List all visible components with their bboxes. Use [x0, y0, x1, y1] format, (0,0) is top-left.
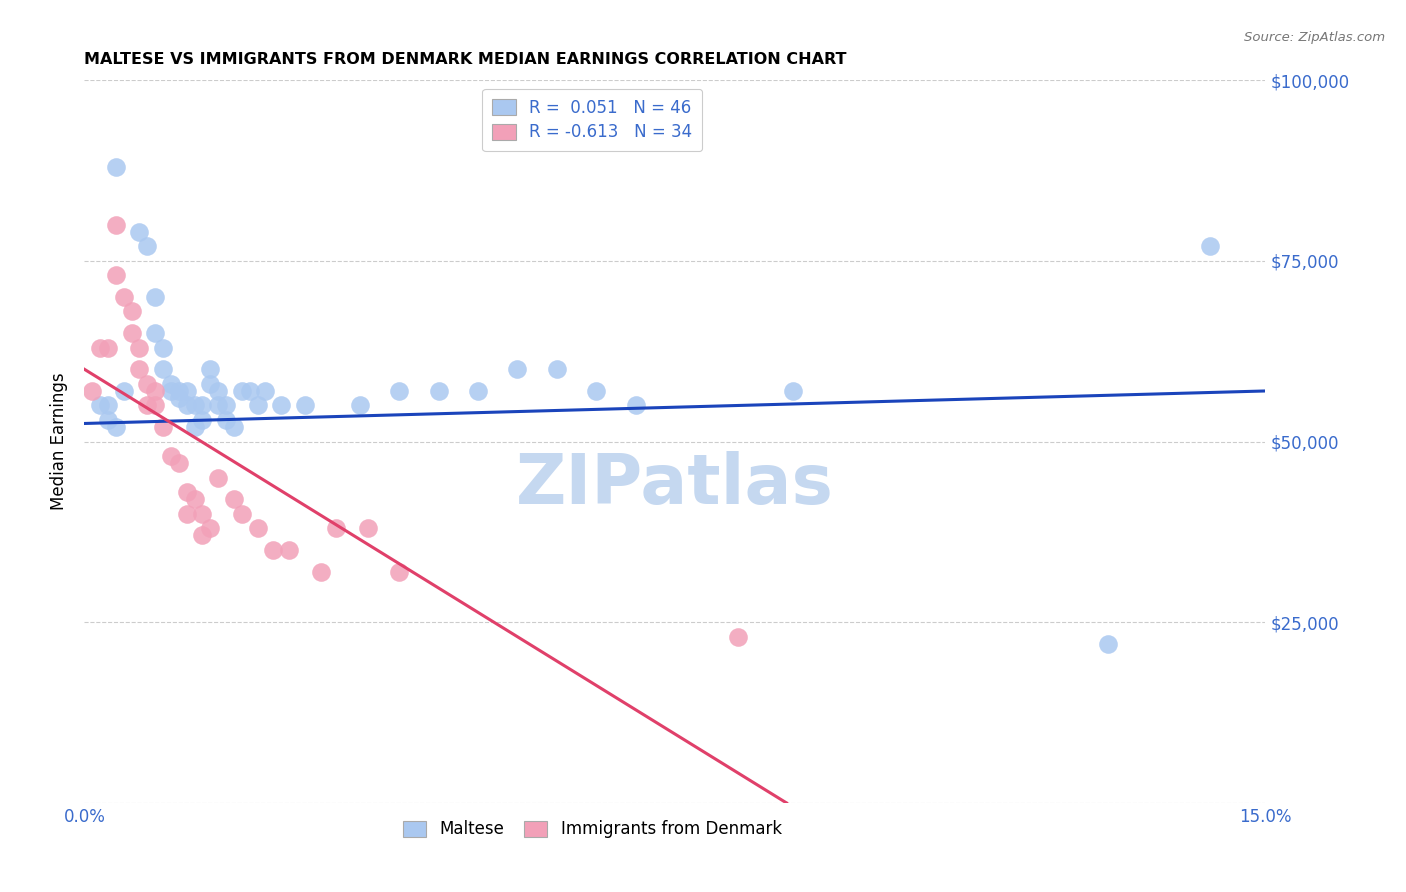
Point — [278, 542, 301, 557]
Point — [231, 507, 253, 521]
Point — [143, 326, 166, 340]
Point — [152, 420, 174, 434]
Point — [325, 521, 347, 535]
Point — [727, 630, 749, 644]
Point — [215, 413, 238, 427]
Point — [388, 565, 411, 579]
Text: MALTESE VS IMMIGRANTS FROM DENMARK MEDIAN EARNINGS CORRELATION CHART: MALTESE VS IMMIGRANTS FROM DENMARK MEDIA… — [84, 52, 846, 67]
Point — [357, 521, 380, 535]
Point — [309, 565, 332, 579]
Text: ZIPatlas: ZIPatlas — [516, 451, 834, 518]
Point — [128, 225, 150, 239]
Point — [89, 398, 111, 412]
Point — [246, 521, 269, 535]
Point — [143, 290, 166, 304]
Point — [294, 398, 316, 412]
Point — [97, 398, 120, 412]
Point — [112, 384, 135, 398]
Point — [254, 384, 277, 398]
Text: Source: ZipAtlas.com: Source: ZipAtlas.com — [1244, 31, 1385, 45]
Point — [191, 507, 214, 521]
Point — [585, 384, 607, 398]
Point — [200, 521, 222, 535]
Point — [112, 290, 135, 304]
Point — [160, 384, 183, 398]
Point — [104, 218, 127, 232]
Point — [176, 384, 198, 398]
Point — [388, 384, 411, 398]
Point — [176, 507, 198, 521]
Point — [136, 376, 159, 391]
Y-axis label: Median Earnings: Median Earnings — [51, 373, 69, 510]
Point — [506, 362, 529, 376]
Point — [97, 341, 120, 355]
Point — [1097, 637, 1119, 651]
Point — [246, 398, 269, 412]
Point — [160, 376, 183, 391]
Point — [207, 398, 229, 412]
Point — [143, 384, 166, 398]
Point — [191, 528, 214, 542]
Point — [207, 470, 229, 484]
Point — [262, 542, 284, 557]
Point — [183, 398, 205, 412]
Point — [427, 384, 450, 398]
Point — [207, 384, 229, 398]
Point — [121, 326, 143, 340]
Point — [128, 341, 150, 355]
Point — [104, 420, 127, 434]
Point — [191, 413, 214, 427]
Point — [200, 362, 222, 376]
Point — [191, 398, 214, 412]
Point — [215, 398, 238, 412]
Point — [183, 420, 205, 434]
Point — [89, 341, 111, 355]
Point — [200, 376, 222, 391]
Point — [104, 160, 127, 174]
Point — [152, 341, 174, 355]
Point — [222, 420, 245, 434]
Point — [349, 398, 371, 412]
Point — [121, 304, 143, 318]
Point — [239, 384, 262, 398]
Point — [183, 492, 205, 507]
Point — [270, 398, 292, 412]
Point — [176, 485, 198, 500]
Point — [82, 384, 104, 398]
Point — [136, 239, 159, 253]
Point — [546, 362, 568, 376]
Point — [128, 362, 150, 376]
Point — [176, 398, 198, 412]
Point — [160, 449, 183, 463]
Point — [167, 384, 190, 398]
Point — [167, 391, 190, 405]
Point — [167, 456, 190, 470]
Point — [1199, 239, 1222, 253]
Point — [136, 398, 159, 412]
Legend: Maltese, Immigrants from Denmark: Maltese, Immigrants from Denmark — [396, 814, 789, 845]
Point — [624, 398, 647, 412]
Point — [222, 492, 245, 507]
Point — [467, 384, 489, 398]
Point — [231, 384, 253, 398]
Point — [97, 413, 120, 427]
Point — [143, 398, 166, 412]
Point — [104, 268, 127, 283]
Point — [152, 362, 174, 376]
Point — [782, 384, 804, 398]
